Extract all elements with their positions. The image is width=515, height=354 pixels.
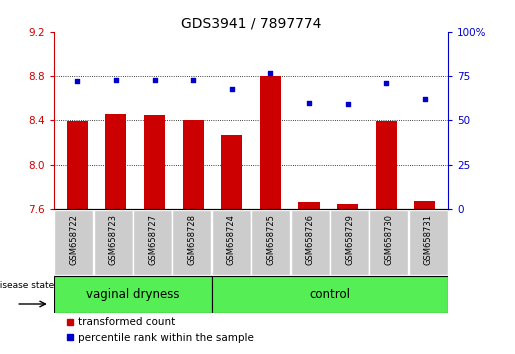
Bar	[260, 76, 281, 209]
Point	[305, 100, 313, 105]
Bar	[54, 210, 93, 275]
Bar	[330, 210, 369, 275]
Text: GSM658725: GSM658725	[266, 214, 275, 265]
Bar	[290, 210, 330, 275]
Point	[421, 96, 429, 102]
Bar	[221, 135, 243, 209]
Point	[150, 77, 159, 82]
Bar	[144, 115, 165, 209]
Point	[73, 79, 81, 84]
Text: GSM658726: GSM658726	[306, 214, 315, 265]
Text: control: control	[310, 288, 350, 301]
Text: disease state: disease state	[0, 281, 55, 290]
Point	[228, 86, 236, 91]
Point	[189, 77, 197, 82]
Text: vaginal dryness: vaginal dryness	[86, 288, 180, 301]
Bar	[133, 210, 172, 275]
Text: GSM658724: GSM658724	[227, 214, 236, 265]
Bar	[409, 210, 448, 275]
Bar	[298, 202, 320, 209]
Bar	[54, 276, 212, 313]
Text: GSM658727: GSM658727	[148, 214, 157, 265]
Text: GSM658722: GSM658722	[70, 214, 78, 265]
Bar	[212, 276, 448, 313]
Bar	[414, 201, 436, 209]
Bar	[369, 210, 408, 275]
Point	[266, 70, 274, 75]
Title: GDS3941 / 7897774: GDS3941 / 7897774	[181, 17, 321, 31]
Bar	[212, 210, 251, 275]
Bar	[105, 114, 127, 209]
Point	[344, 102, 352, 107]
Text: GSM658728: GSM658728	[187, 214, 196, 265]
Point	[382, 80, 390, 86]
Text: GSM658730: GSM658730	[385, 214, 393, 265]
Text: GSM658729: GSM658729	[345, 214, 354, 265]
Bar	[94, 210, 133, 275]
Bar	[251, 210, 290, 275]
Text: GSM658723: GSM658723	[109, 214, 117, 265]
Text: GSM658731: GSM658731	[424, 214, 433, 265]
Bar	[182, 120, 204, 209]
Bar	[66, 121, 88, 209]
Bar	[375, 121, 397, 209]
Point	[112, 77, 120, 82]
Bar	[337, 205, 358, 209]
Bar	[173, 210, 212, 275]
Legend: transformed count, percentile rank within the sample: transformed count, percentile rank withi…	[62, 313, 258, 347]
